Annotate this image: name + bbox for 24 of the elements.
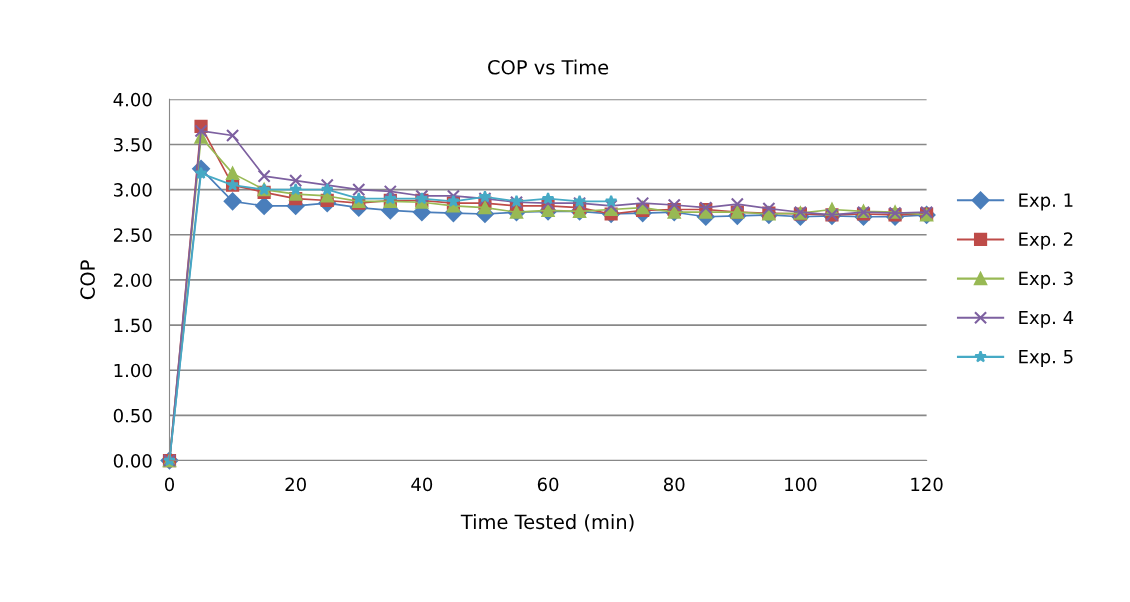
- x-tick-label: 40: [411, 477, 433, 492]
- y-tick-label: 3.50: [114, 137, 152, 152]
- y-tick-label: 2.00: [113, 273, 152, 288]
- x-tick-label: 100: [785, 477, 817, 492]
- y-tick-label: 1.50: [114, 318, 152, 333]
- y-tick-label: 0.50: [113, 408, 152, 423]
- x-tick-label: 60: [537, 477, 559, 492]
- chart-title: COP vs Time: [488, 59, 609, 75]
- legend-label: Exp. 5: [1019, 350, 1073, 367]
- x-tick-label: 0: [164, 477, 175, 492]
- y-axis-title: COP: [80, 260, 95, 300]
- y-tick-label: 1.00: [114, 363, 152, 378]
- y-tick-label: 0.00: [113, 453, 152, 468]
- x-tick-label: 80: [663, 477, 685, 492]
- x-tick-label: 20: [285, 477, 306, 492]
- x-tick-label: 120: [911, 477, 943, 492]
- legend-label: Exp. 1: [1019, 193, 1073, 211]
- legend-label: Exp. 3: [1019, 271, 1073, 289]
- y-tick-label: 4.00: [113, 92, 152, 107]
- y-tick-label: 2.50: [113, 228, 152, 242]
- legend-label: Exp. 2: [1019, 232, 1073, 250]
- y-tick-label: 3.00: [114, 183, 152, 197]
- x-axis-title: Time Tested (min): [460, 514, 634, 532]
- legend-label: Exp. 4: [1019, 310, 1074, 328]
